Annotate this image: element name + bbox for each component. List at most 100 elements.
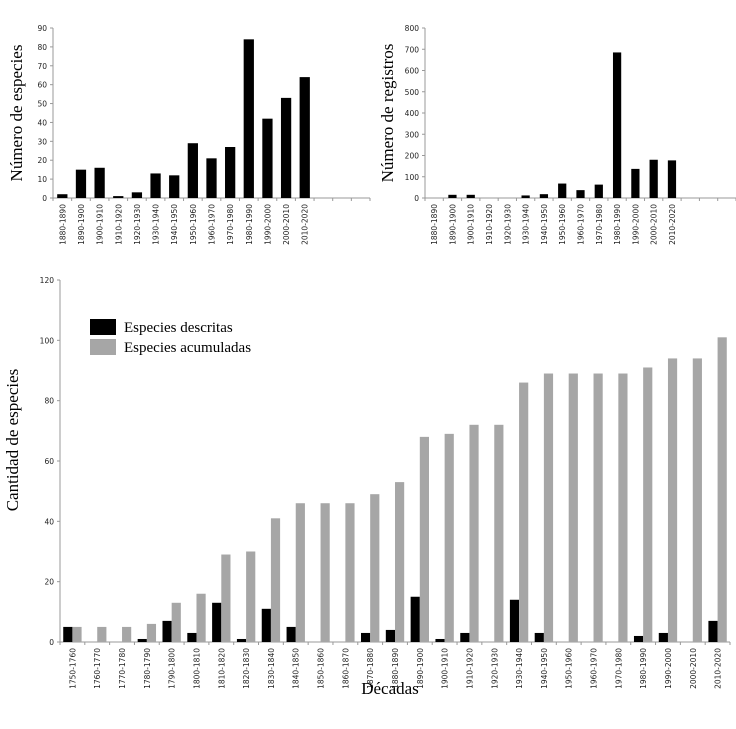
bar (113, 196, 124, 198)
legend-swatch (90, 319, 116, 335)
bar-especies-acumuladas (494, 424, 504, 642)
x-tick-label: 1820-1830 (242, 648, 251, 689)
bar (667, 160, 677, 198)
legend-label: Especies descritas (124, 320, 233, 336)
x-tick-label: 2000-2010 (650, 204, 659, 245)
bar-especies-acumuladas (320, 503, 330, 642)
bar-especies-descritas (435, 638, 445, 642)
bar-especies-acumuladas (196, 593, 206, 642)
y-tick-label: 500 (405, 88, 420, 97)
bar-especies-acumuladas (568, 373, 578, 642)
x-tick-label: 1900-1910 (96, 204, 105, 245)
x-tick-label: 1880-1890 (430, 204, 439, 245)
y-tick-label: 10 (37, 175, 47, 184)
bar-especies-acumuladas (618, 373, 628, 642)
x-tick-label: 1910-1920 (465, 648, 474, 689)
x-tick-label: 2000-2010 (282, 204, 291, 245)
x-tick-label: 1950-1960 (565, 648, 574, 689)
bar-especies-acumuladas (221, 554, 231, 642)
y-tick-label: 400 (405, 109, 420, 118)
bar-especies-descritas (509, 599, 520, 642)
bar-especies-descritas (658, 632, 668, 642)
x-tick-label: 1920-1930 (503, 204, 512, 245)
x-tick-label: 2000-2010 (689, 648, 698, 689)
bar (594, 184, 603, 198)
bar (169, 175, 180, 198)
x-tick-label: 1790-1800 (168, 648, 177, 689)
bar (576, 190, 585, 198)
x-tick-label: 1920-1930 (133, 204, 142, 245)
x-tick-label: 1960-1970 (590, 648, 599, 689)
x-tick-label: 1970-1980 (226, 204, 235, 245)
bar-especies-acumuladas (370, 494, 380, 642)
bar (206, 158, 217, 198)
x-tick-label: 1800-1810 (192, 648, 201, 689)
bar (521, 195, 530, 198)
bar-especies-acumuladas (469, 424, 479, 642)
legend-swatch (90, 339, 116, 355)
y-tick-label: 40 (44, 517, 54, 526)
y-tick-label: 80 (44, 397, 54, 406)
y-tick-label: 60 (44, 457, 54, 466)
x-tick-label: 1980-1990 (639, 648, 648, 689)
y-tick-label: 50 (37, 100, 47, 109)
bar-especies-descritas (460, 632, 470, 642)
bar-especies-acumuladas (345, 503, 355, 642)
bar-especies-acumuladas (171, 602, 181, 642)
bar-especies-acumuladas (643, 367, 653, 642)
x-tick-label: 1880-1890 (58, 204, 67, 245)
bar-especies-acumuladas (122, 626, 132, 642)
bar (94, 167, 105, 198)
bar (649, 159, 658, 198)
x-tick-label: 1910-1920 (114, 204, 123, 245)
x-tick-label: 1990-2000 (664, 648, 673, 689)
y-tick-label: 90 (37, 24, 47, 33)
bar (75, 169, 87, 198)
bar-especies-descritas (534, 632, 544, 642)
bar-especies-descritas (236, 638, 247, 642)
x-tick-label: 1780-1790 (143, 648, 152, 689)
y-tick-label: 0 (414, 194, 419, 203)
x-tick-label: 1950-1960 (189, 204, 198, 245)
bar (150, 173, 161, 198)
bar-especies-descritas (286, 626, 296, 642)
bar-especies-acumuladas (419, 436, 429, 642)
y-tick-label: 700 (405, 45, 420, 54)
y-axis-title: Cantidad de especies (3, 369, 22, 512)
bar-especies-acumuladas (543, 373, 554, 642)
x-tick-label: 1990-2000 (263, 204, 272, 245)
x-tick-label: 2010-2020 (714, 648, 723, 689)
x-tick-label: 1980-1990 (613, 204, 622, 245)
bar-especies-acumuladas (97, 626, 107, 642)
bar-especies-descritas (361, 632, 371, 642)
bar (558, 183, 567, 198)
y-tick-label: 0 (49, 638, 54, 647)
bar-especies-acumuladas (246, 551, 256, 642)
bar-especies-acumuladas (395, 482, 405, 642)
bar (539, 194, 549, 198)
bar-especies-descritas (187, 632, 197, 642)
bar-especies-descritas (633, 635, 644, 642)
bar (631, 168, 640, 198)
bar (612, 52, 622, 198)
bar-especies-descritas (63, 626, 73, 642)
x-tick-label: 1890-1900 (77, 204, 86, 245)
x-tick-label: 1860-1870 (341, 648, 350, 689)
bar (57, 194, 68, 198)
bar (225, 147, 236, 198)
bar-especies-acumuladas (519, 382, 529, 642)
y-tick-label: 100 (40, 336, 55, 345)
x-tick-label: 1910-1920 (485, 204, 494, 245)
x-tick-label: 1970-1980 (595, 204, 604, 245)
x-tick-label: 1770-1780 (118, 648, 127, 689)
y-tick-label: 100 (405, 173, 420, 182)
x-tick-label: 2010-2020 (301, 204, 310, 245)
x-tick-label: 1890-1900 (416, 648, 425, 689)
x-tick-label: 1890-1900 (448, 204, 457, 245)
bar (299, 77, 310, 198)
x-tick-label: 2010-2020 (668, 204, 677, 245)
bar-especies-descritas (162, 620, 172, 642)
x-tick-label: 1930-1940 (522, 204, 531, 245)
x-axis-title: Décadas (361, 679, 419, 698)
bar (448, 194, 457, 198)
